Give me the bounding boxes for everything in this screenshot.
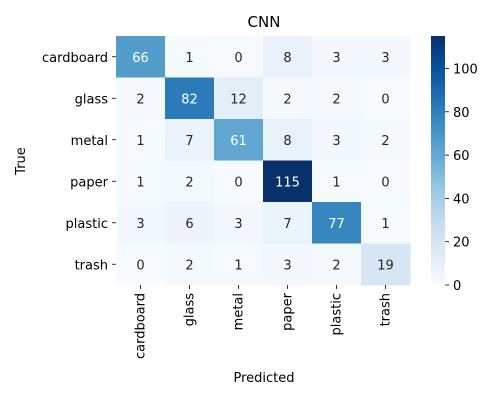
cell-value-label: 1: [332, 175, 340, 190]
x-tick-label: cardboard: [134, 293, 149, 359]
cell-value-label: 115: [275, 175, 300, 190]
y-tick-label: plastic: [66, 217, 108, 232]
cell-value-label: 12: [230, 92, 247, 107]
x-tick-label: trash: [379, 293, 394, 326]
cell-value-label: 3: [234, 217, 242, 232]
heatmap-cells: 66 1 0 8 3 32 82 12 2 2 01 7 61 8 3 21 2 0 115 1 03 6 3 7 77 10 2 1…: [116, 36, 411, 286]
cell-value-label: 0: [381, 92, 389, 107]
cell-value-label: 2: [185, 258, 193, 273]
cell-value-label: 3: [381, 51, 389, 66]
colorbar-tick-label: 60: [453, 149, 470, 164]
cell-value-label: 2: [332, 258, 340, 273]
y-tick-label: paper: [70, 175, 108, 190]
x-tick-label: plastic: [330, 293, 345, 335]
cell-value-label: 0: [136, 258, 144, 273]
x-tick-label: glass: [183, 293, 198, 327]
cell-value-label: 1: [185, 51, 193, 66]
x-tick-labels: cardboard glass metal paper plastic trash: [134, 285, 394, 359]
colorbar-tick-label: 0: [453, 279, 461, 294]
cell-value-label: 61: [230, 134, 247, 149]
cell-value-label: 6: [185, 217, 193, 232]
y-tick-label: glass: [75, 92, 109, 107]
chart-title: CNN: [248, 13, 281, 31]
cell-value-label: 3: [136, 217, 144, 232]
cell-value-label: 1: [381, 217, 389, 232]
y-tick-label: trash: [75, 258, 108, 273]
x-axis-label: Predicted: [233, 371, 294, 386]
cell-value-label: 2: [332, 92, 340, 107]
cell-value-label: 66: [132, 51, 149, 66]
colorbar-tick-label: 100: [453, 62, 478, 77]
colorbar: [431, 36, 445, 285]
colorbar-tick-label: 20: [453, 236, 470, 251]
cell-value-label: 1: [136, 175, 144, 190]
x-tick-label: metal: [232, 293, 247, 330]
cell-value-label: 1: [234, 258, 242, 273]
cell-value-label: 19: [377, 258, 394, 273]
y-tick-label: cardboard: [42, 51, 108, 66]
cell-value-label: 2: [381, 134, 389, 149]
cell-value-label: 0: [381, 175, 389, 190]
x-tick-label: paper: [281, 292, 296, 330]
colorbar-ticks: 0 20 40 60 80 100: [445, 62, 478, 294]
cell-value-label: 8: [283, 134, 291, 149]
cell-value-label: 0: [234, 51, 242, 66]
cell-value-label: 3: [332, 134, 340, 149]
cell-value-label: 2: [185, 175, 193, 190]
y-tick-labels: cardboard glass metal paper plastic trash: [42, 51, 116, 274]
cell-value-label: 8: [283, 51, 291, 66]
cell-value-label: 2: [283, 92, 291, 107]
cell-value-label: 2: [136, 92, 144, 107]
cell-value-label: 82: [181, 92, 198, 107]
cell-value-label: 7: [283, 217, 291, 232]
cell-value-label: 1: [136, 134, 144, 149]
cell-value-label: 0: [234, 175, 242, 190]
cell-value-label: 7: [185, 134, 193, 149]
colorbar-tick-label: 80: [453, 106, 470, 121]
colorbar-tick-label: 40: [453, 192, 470, 207]
cell-value-label: 3: [283, 258, 291, 273]
y-axis-label: True: [14, 147, 29, 176]
y-tick-label: metal: [71, 134, 108, 149]
cell-value-label: 3: [332, 51, 340, 66]
cell-value-label: 77: [328, 217, 345, 232]
